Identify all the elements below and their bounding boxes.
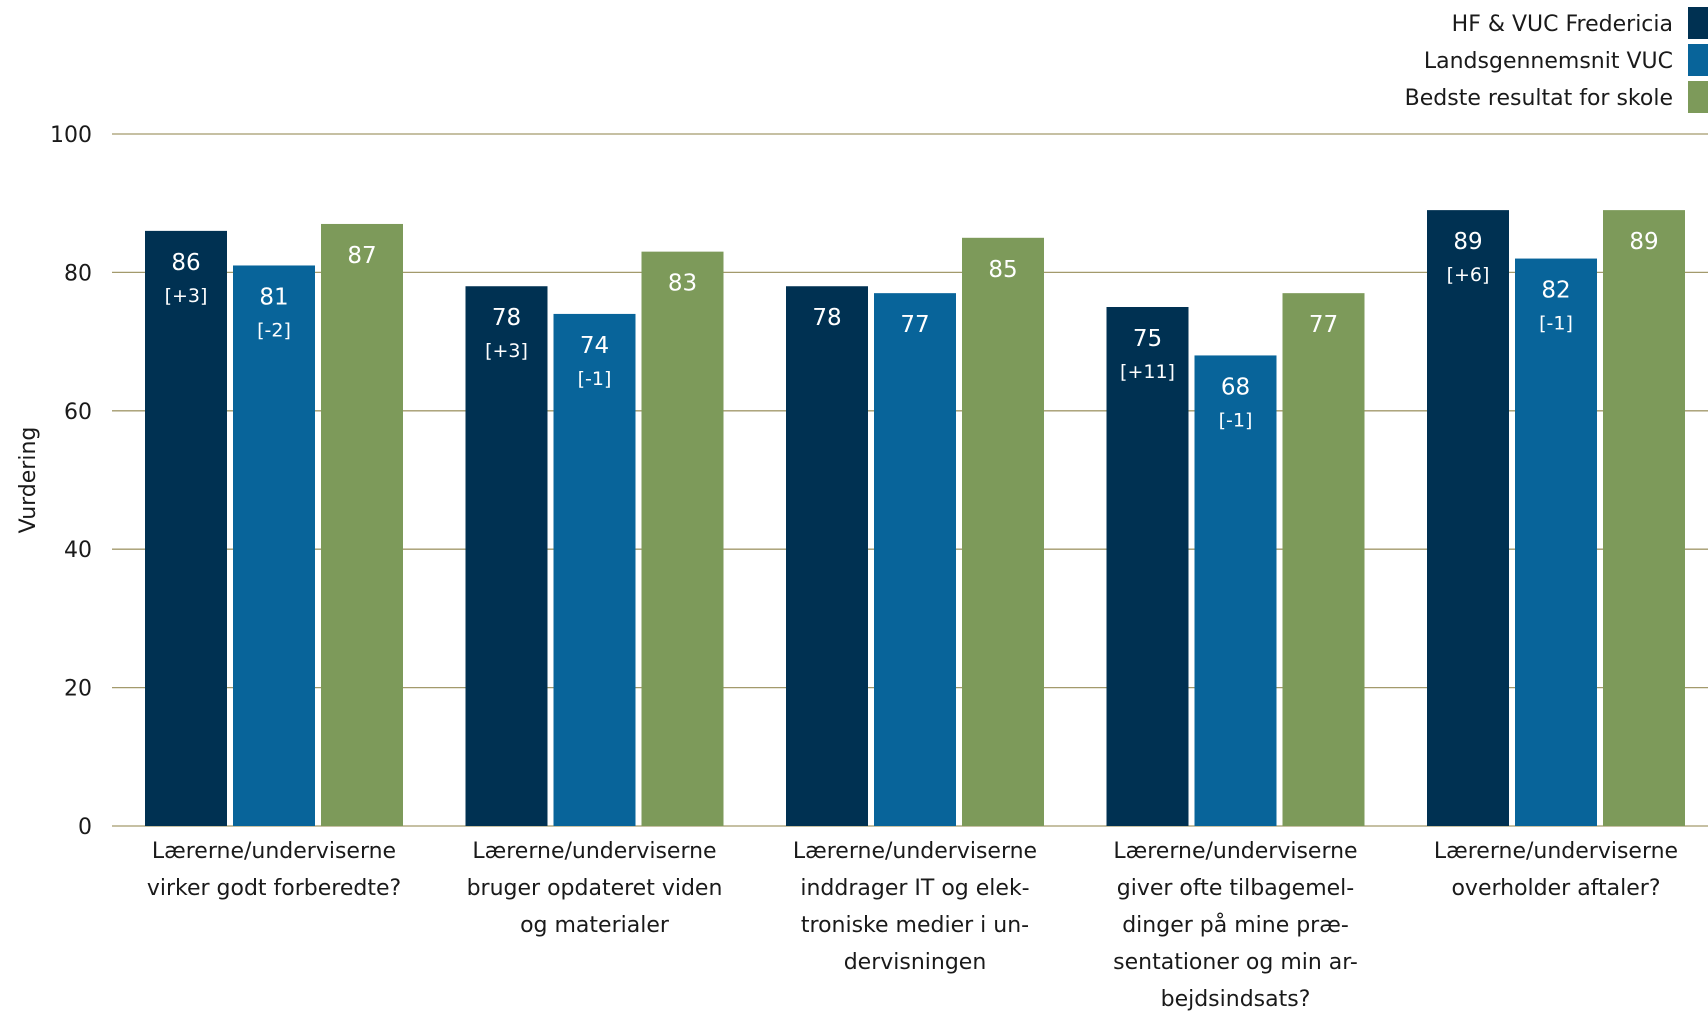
x-category-label: dinger på mine præ- (1122, 912, 1349, 938)
x-category-label: Lærerne/underviserne (793, 839, 1037, 864)
x-category-label: dervisningen (844, 950, 987, 975)
y-tick-label: 80 (64, 261, 92, 286)
bar (1603, 210, 1685, 826)
y-tick-label: 100 (50, 123, 92, 148)
y-axis-ticks: 0 20 40 60 80 100 (50, 123, 92, 840)
x-category-label: giver ofte tilbagemel- (1117, 876, 1354, 901)
bar (874, 293, 956, 826)
bar-value-label: 77 (900, 312, 929, 338)
x-category-label: Lærerne/underviserne (1113, 839, 1357, 864)
bar-delta-label: [-1] (1539, 313, 1573, 335)
x-axis-categories: Lærerne/underviserne virker godt forbered… (147, 839, 1678, 1012)
bar-delta-label: [+11] (1120, 361, 1175, 383)
bar-value-label: 77 (1309, 312, 1338, 338)
y-tick-label: 60 (64, 400, 92, 425)
bar (1515, 258, 1597, 826)
bar-value-label: 83 (668, 271, 697, 297)
bar (641, 251, 724, 826)
bar-value-label: 75 (1133, 326, 1162, 352)
bar-delta-label: [+6] (1447, 264, 1490, 286)
bar-value-label: 78 (492, 305, 521, 331)
x-category-label: virker godt forberedte? (147, 876, 401, 901)
x-category-label: Lærerne/underviserne (472, 839, 716, 864)
x-category-label: inddrager IT og elek- (800, 876, 1029, 901)
bar-value-label: 78 (812, 305, 841, 331)
legend: HF & VUC Fredericia Landsgennemsnit VUC Be… (1405, 7, 1708, 113)
bar (553, 313, 636, 826)
bar (321, 223, 403, 826)
bar-value-label: 87 (347, 243, 376, 269)
legend-label: Landsgennemsnit VUC (1424, 49, 1673, 74)
bar (1106, 307, 1189, 826)
bar-value-label: 86 (171, 250, 200, 276)
x-category-label: Lærerne/underviserne (152, 839, 396, 864)
legend-swatch (1688, 7, 1708, 39)
bar-value-label: 89 (1629, 229, 1658, 255)
x-category-label: bejdsindsats? (1161, 987, 1311, 1012)
x-category-label: og materialer (520, 913, 670, 938)
bar (1282, 293, 1365, 826)
bar-value-label: 85 (988, 257, 1017, 283)
legend-swatch (1688, 81, 1708, 113)
bar (786, 286, 868, 826)
bar-value-label: 89 (1453, 229, 1482, 255)
x-category-label: overholder aftaler? (1451, 876, 1660, 901)
x-category-label: sentationer og min ar- (1113, 950, 1358, 975)
bar (962, 237, 1044, 827)
bar (145, 230, 227, 826)
bar-value-label: 74 (580, 333, 609, 359)
bar (465, 286, 548, 826)
bar-delta-label: [-1] (578, 368, 612, 390)
bar-delta-label: [+3] (485, 340, 528, 362)
y-tick-label: 20 (64, 677, 92, 702)
bar-delta-label: [-1] (1219, 409, 1253, 431)
bar-delta-label: [-2] (257, 319, 291, 341)
bar-value-label: 68 (1221, 374, 1250, 400)
x-category-label: bruger opdateret viden (467, 876, 723, 901)
legend-swatch (1688, 44, 1708, 76)
bar-labels: 86 [+3] 81 [-2] 87 78 [+3] 74 [-1] 83 78 77 85 75 [+11… (165, 229, 1659, 431)
bar (1194, 355, 1277, 826)
legend-label: HF & VUC Fredericia (1452, 12, 1673, 37)
y-tick-label: 40 (64, 538, 92, 563)
bars (145, 210, 1685, 827)
legend-label: Bedste resultat for skole (1405, 86, 1673, 111)
bar (1427, 210, 1509, 826)
x-category-label: troniske medier i un- (801, 913, 1029, 938)
bar-delta-label: [+3] (165, 285, 208, 307)
y-tick-label: 0 (78, 815, 92, 840)
x-category-label: Lærerne/underviserne (1434, 839, 1678, 864)
bar-value-label: 82 (1541, 278, 1570, 304)
y-axis-title: Vurdering (16, 427, 41, 534)
bar (233, 265, 315, 827)
bar-value-label: 81 (259, 284, 288, 310)
